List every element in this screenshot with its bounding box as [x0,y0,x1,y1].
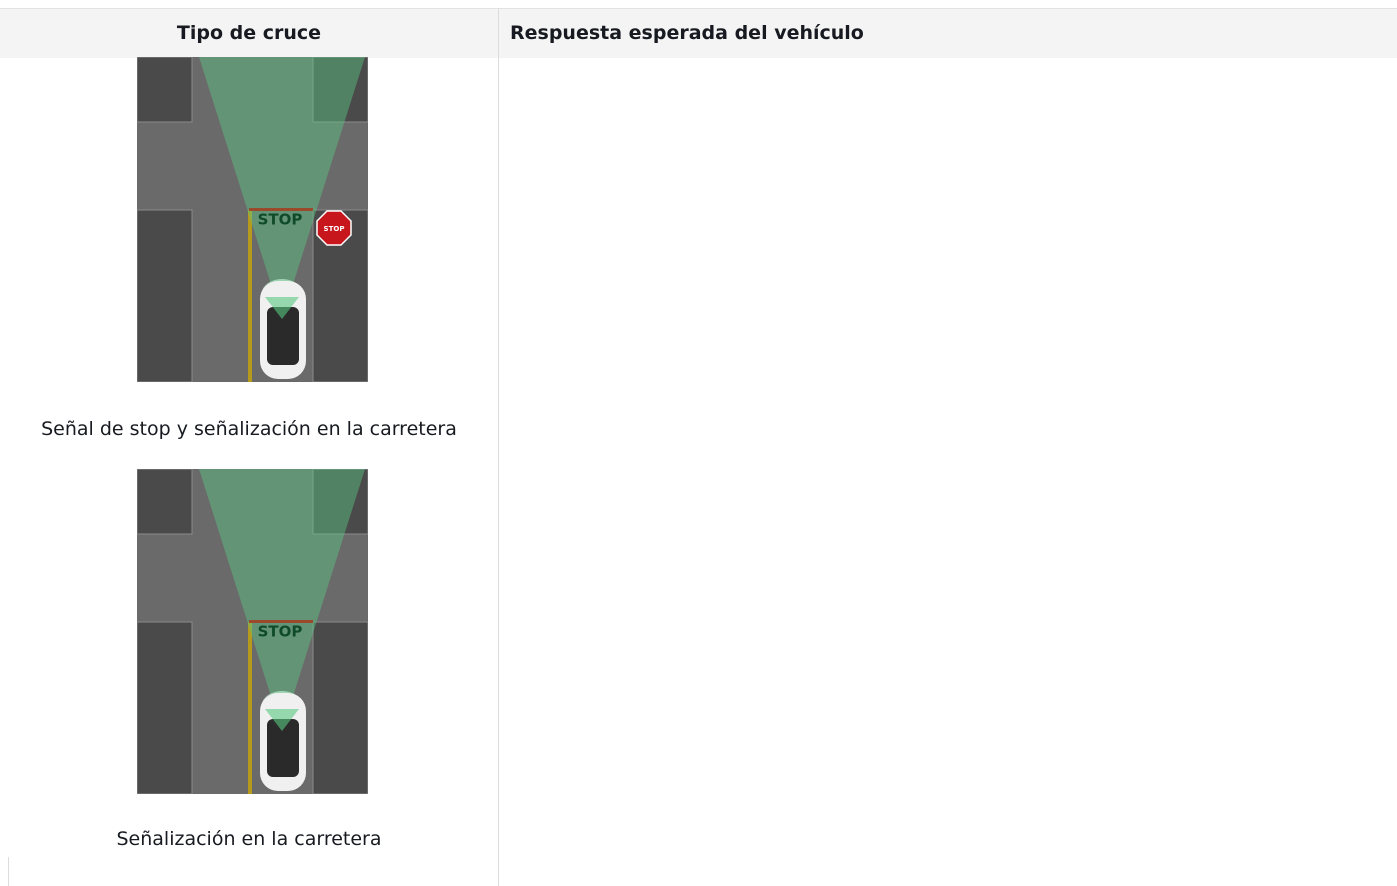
header-cell: Respuesta esperada del vehículo [510,22,864,44]
table-header: Tipo de cruce Respuesta esperada del veh… [0,8,1397,58]
road-marking: STOP [258,623,303,641]
row-border [8,857,9,886]
caption: Señal de stop y señalización en la carre… [41,418,457,440]
road-marking: STOP [258,211,303,229]
stop-sign: STOP [324,225,345,233]
column-divider [498,8,499,886]
caption: Señalización en la carretera [116,828,382,850]
header-cell: Tipo de cruce [176,22,322,44]
intersection-illustration: STOP [137,469,368,794]
intersection-illustration: STOP STOP [137,57,368,382]
